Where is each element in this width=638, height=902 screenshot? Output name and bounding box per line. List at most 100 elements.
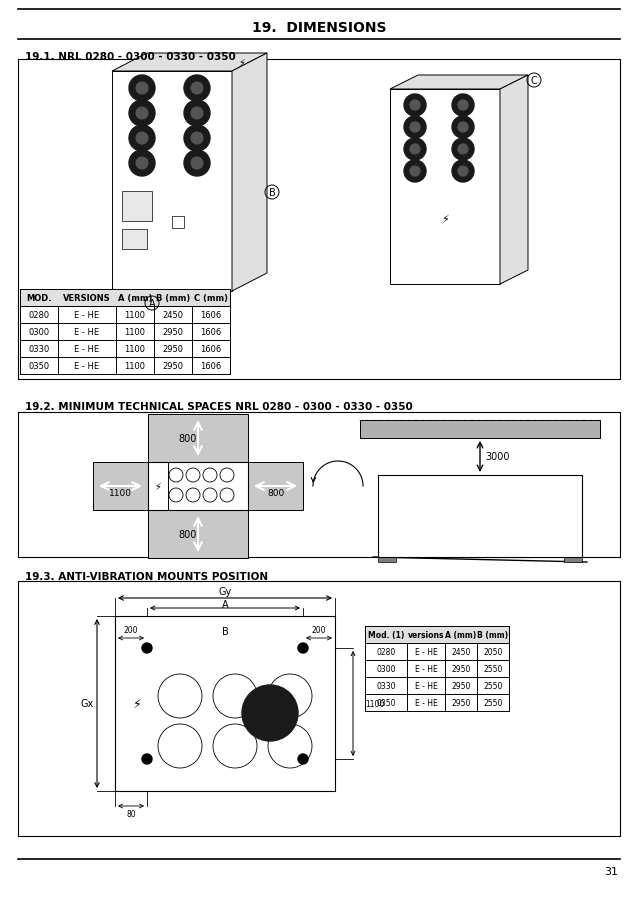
Circle shape [158,724,202,769]
Circle shape [268,675,312,718]
Text: Gx: Gx [80,699,94,709]
Text: E - HE: E - HE [415,664,438,673]
Text: 2550: 2550 [484,664,503,673]
Circle shape [136,158,148,170]
Circle shape [404,161,426,183]
Text: E - HE: E - HE [415,648,438,657]
Circle shape [213,724,257,769]
Circle shape [458,145,468,155]
Circle shape [452,161,474,183]
Bar [564,557,582,562]
Text: C (mm): C (mm) [194,294,228,303]
Bar [360,420,600,438]
Text: 2550: 2550 [484,698,503,707]
Text: 1606: 1606 [200,327,221,336]
Circle shape [298,643,308,653]
Text: A: A [149,299,155,308]
Text: 19.1. NRL 0280 - 0300 - 0330 - 0350: 19.1. NRL 0280 - 0300 - 0330 - 0350 [25,52,236,62]
Text: B: B [269,188,276,198]
Text: 31: 31 [604,866,618,876]
Text: 2950: 2950 [163,345,184,354]
Polygon shape [112,54,267,72]
Text: A: A [221,599,228,610]
Polygon shape [232,54,267,291]
Text: 0350: 0350 [376,698,396,707]
Text: C: C [531,76,537,86]
Circle shape [452,95,474,117]
Text: 800: 800 [179,434,197,444]
Text: 19.3. ANTI-VIBRATION MOUNTS POSITION: 19.3. ANTI-VIBRATION MOUNTS POSITION [25,571,268,582]
Circle shape [169,489,183,502]
Text: 0300: 0300 [29,327,50,336]
Circle shape [184,101,210,127]
Circle shape [203,468,217,483]
Circle shape [452,139,474,161]
Text: ⚡: ⚡ [133,697,142,710]
Text: 0330: 0330 [376,681,396,690]
Text: E - HE: E - HE [75,345,100,354]
Text: ⚡: ⚡ [154,482,161,492]
Circle shape [268,724,312,769]
Text: 800: 800 [267,489,284,498]
Text: 80: 80 [126,810,136,819]
Text: 200: 200 [312,626,326,635]
Circle shape [298,754,308,764]
Text: 800: 800 [179,529,197,539]
Text: 2950: 2950 [451,681,471,690]
Text: MOD.: MOD. [26,294,52,303]
Bar [148,415,248,463]
Text: E - HE: E - HE [75,362,100,371]
Circle shape [458,167,468,177]
Circle shape [220,468,234,483]
Circle shape [129,126,155,152]
Text: 19.  DIMENSIONS: 19. DIMENSIONS [252,21,386,35]
Text: 2950: 2950 [163,362,184,371]
Circle shape [186,468,200,483]
Text: A (mm): A (mm) [445,630,477,640]
Text: 19.2. MINIMUM TECHNICAL SPACES NRL 0280 - 0300 - 0330 - 0350: 19.2. MINIMUM TECHNICAL SPACES NRL 0280 … [25,401,413,411]
Circle shape [404,95,426,117]
Text: Gy: Gy [218,586,232,596]
Bar [18,582,620,836]
Text: B (mm): B (mm) [477,630,508,640]
Bar [18,412,620,557]
Circle shape [184,126,210,152]
Text: E - HE: E - HE [75,327,100,336]
Text: 0280: 0280 [376,648,396,657]
Circle shape [129,151,155,177]
Text: 3000: 3000 [486,452,510,462]
Bar [112,72,232,291]
Circle shape [129,76,155,102]
Text: 2950: 2950 [451,698,471,707]
Circle shape [458,101,468,111]
Circle shape [136,108,148,120]
Circle shape [186,489,200,502]
Text: 1606: 1606 [200,362,221,371]
Circle shape [410,167,420,177]
Text: ⚡: ⚡ [238,58,245,68]
Circle shape [169,468,183,483]
Bar [18,60,620,380]
Circle shape [191,83,203,95]
Circle shape [213,675,257,718]
Text: versions: versions [408,630,444,640]
Circle shape [191,133,203,144]
Text: 2050: 2050 [484,648,503,657]
Circle shape [184,151,210,177]
Polygon shape [500,76,528,285]
Text: 1100: 1100 [124,345,145,354]
Text: E - HE: E - HE [75,310,100,319]
Polygon shape [390,76,528,90]
Circle shape [404,117,426,139]
Text: 2450: 2450 [451,648,471,657]
Text: B: B [221,626,228,636]
Bar [122,192,152,222]
Text: 0330: 0330 [28,345,50,354]
Bar [378,475,582,557]
Circle shape [404,139,426,161]
Bar [122,230,147,250]
Bar [390,90,500,285]
Bar [172,216,184,229]
Circle shape [142,754,152,764]
Text: 1100: 1100 [109,489,132,498]
